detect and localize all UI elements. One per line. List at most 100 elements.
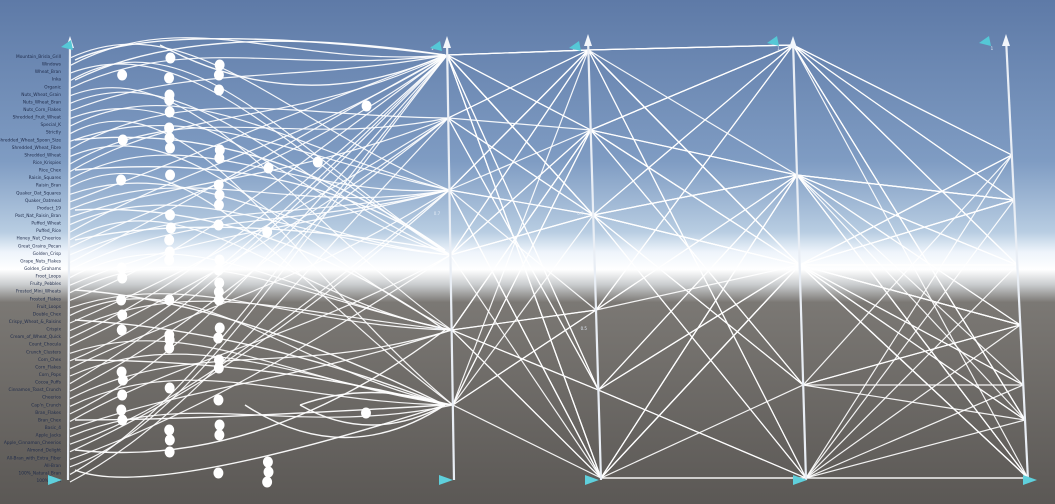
category-node[interactable] (214, 59, 225, 71)
category-node[interactable] (165, 169, 176, 181)
axis-tick-label: 0.7 (577, 211, 584, 216)
category-label: All-Bran_with_Extra_Fiber (7, 455, 61, 461)
category-node[interactable] (262, 476, 273, 488)
category-node[interactable] (164, 294, 175, 306)
category-label: Cinnamon_Toast_Crunch (9, 387, 62, 393)
category-node[interactable] (165, 222, 176, 234)
category-node[interactable] (312, 156, 323, 168)
category-node[interactable] (213, 264, 224, 276)
category-node[interactable] (214, 152, 225, 164)
category-node[interactable] (164, 246, 175, 258)
axis-top-handle-icon[interactable] (430, 41, 442, 51)
axis-bottom-handle-icon[interactable] (585, 475, 599, 485)
category-node[interactable] (164, 122, 175, 134)
category-node[interactable] (213, 179, 224, 191)
axis-bottom-handle-icon[interactable] (793, 475, 807, 485)
data-polyline (69, 44, 1018, 266)
data-polyline (69, 49, 1026, 421)
category-node[interactable] (213, 467, 224, 479)
axis-top-handle-icon[interactable] (767, 36, 779, 46)
category-node[interactable] (164, 254, 175, 266)
category-node[interactable] (214, 144, 225, 156)
category-node[interactable] (213, 199, 224, 211)
category-node[interactable] (116, 404, 127, 416)
category-node[interactable] (164, 434, 175, 446)
category-node[interactable] (164, 72, 175, 84)
axis-top-handle-icon[interactable] (61, 40, 73, 50)
axis-tick-label: 0.7 (434, 211, 441, 216)
category-node[interactable] (361, 100, 372, 112)
category-node[interactable] (116, 294, 127, 306)
category-node[interactable] (164, 106, 175, 118)
category-label: Crispix (46, 327, 61, 333)
category-node[interactable] (262, 226, 273, 238)
axis-tick-label: 0.5 (436, 326, 443, 331)
category-node[interactable] (213, 219, 224, 231)
axis-bottom-handle-icon[interactable] (1023, 475, 1037, 485)
category-node[interactable] (117, 272, 128, 284)
category-node[interactable] (164, 342, 175, 354)
bundle-arc (299, 404, 446, 426)
category-node[interactable] (214, 254, 225, 266)
category-node[interactable] (214, 84, 225, 96)
axis-top-handle-icon[interactable] (569, 41, 581, 51)
category-node[interactable] (164, 446, 175, 458)
category-node[interactable] (116, 324, 127, 336)
category-node[interactable] (165, 209, 176, 221)
category-label: Quaker_Oatmeal (25, 198, 61, 204)
data-polyline (69, 44, 1013, 256)
category-node[interactable] (213, 286, 224, 298)
category-node[interactable] (116, 262, 127, 274)
category-node[interactable] (214, 429, 225, 441)
data-polyline (69, 117, 1026, 421)
category-node[interactable] (213, 394, 224, 406)
category-node[interactable] (117, 309, 128, 321)
category-node[interactable] (263, 162, 274, 174)
category-label: Rice_Krispies (33, 160, 62, 166)
category-node[interactable] (164, 424, 175, 436)
category-node[interactable] (164, 142, 175, 154)
axis-line (445, 39, 456, 481)
category-node[interactable] (214, 322, 225, 334)
category-node[interactable] (117, 389, 128, 401)
category-label: Special_K (41, 122, 62, 128)
category-label: Raisin_Bran (36, 183, 61, 189)
category-node[interactable] (117, 69, 128, 81)
data-polyline (69, 129, 1021, 386)
category-node[interactable] (164, 382, 175, 394)
category-node[interactable] (213, 362, 224, 374)
category-node[interactable] (214, 277, 225, 289)
category-node[interactable] (164, 94, 175, 106)
data-polyline (69, 173, 1029, 479)
bundle-arc (299, 391, 446, 406)
category-node[interactable] (263, 466, 274, 478)
axis-top-handle-icon[interactable] (979, 36, 991, 46)
category-node[interactable] (165, 52, 176, 64)
category-label: Cream_of_Wheat_Quick (10, 334, 61, 340)
axis-bottom-handle-icon[interactable] (48, 475, 62, 485)
category-node[interactable] (117, 374, 128, 386)
category-node[interactable] (213, 332, 224, 344)
axis-tick-label: 1 (991, 46, 994, 51)
category-node[interactable] (213, 294, 224, 306)
category-node[interactable] (164, 334, 175, 346)
category-node[interactable] (214, 419, 225, 431)
category-node[interactable] (116, 174, 127, 186)
category-label: Puffed_Wheat (31, 221, 61, 227)
axis-bottom-handle-icon[interactable] (439, 475, 453, 485)
category-node[interactable] (164, 234, 175, 246)
axis-line (791, 39, 808, 481)
data-polyline (69, 129, 1021, 331)
category-node[interactable] (214, 189, 225, 201)
category-node[interactable] (117, 134, 128, 146)
category-node[interactable] (213, 69, 224, 81)
category-node[interactable] (117, 414, 128, 426)
category-node[interactable] (164, 132, 175, 144)
data-polyline (69, 54, 1021, 326)
handle-layer[interactable] (48, 36, 1037, 485)
category-node[interactable] (361, 407, 372, 419)
category-node[interactable] (213, 354, 224, 366)
category-node[interactable] (262, 456, 273, 468)
data-polyline (69, 189, 1024, 479)
